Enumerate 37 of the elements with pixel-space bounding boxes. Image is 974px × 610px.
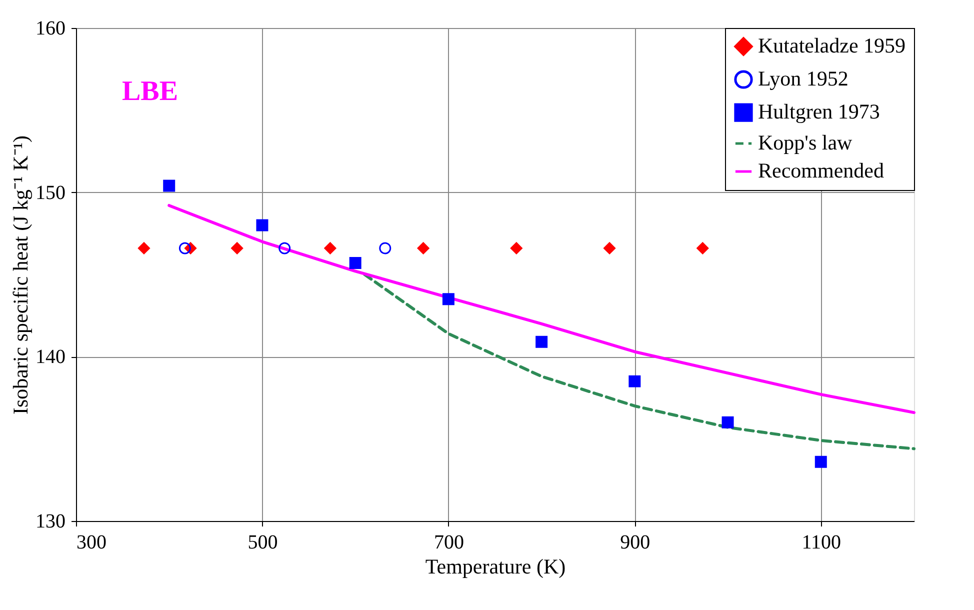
y-tick-label: 150 (36, 182, 66, 204)
legend-label: Recommended (758, 158, 884, 182)
point (163, 180, 176, 192)
point (722, 416, 734, 428)
point (604, 242, 616, 254)
x-axis-title: Temperature (K) (425, 554, 566, 578)
point (278, 242, 291, 254)
point (231, 242, 244, 254)
line-series (168, 204, 916, 414)
legend-label: Kopp's law (758, 130, 854, 154)
x-tick-label: 500 (248, 532, 278, 554)
line-series (363, 273, 916, 450)
x-tick-label: 1100 (802, 532, 842, 554)
point (628, 375, 641, 388)
y-tick-label: 160 (36, 18, 66, 40)
annotation: LBE (122, 76, 178, 107)
point (138, 242, 150, 254)
y-tick-label: 130 (36, 510, 66, 532)
y-axis-title: Isobaric specific heat (J kg⁻¹ K⁻¹) (8, 135, 32, 415)
point (536, 336, 548, 348)
point (442, 293, 454, 306)
x-tick-label: 700 (434, 532, 464, 554)
point (379, 242, 392, 254)
point (324, 242, 336, 254)
point (417, 242, 430, 254)
point (696, 242, 709, 254)
point (256, 219, 268, 232)
point (814, 456, 827, 468)
x-tick-label: 900 (620, 532, 650, 554)
legend-label: Lyon 1952 (758, 66, 848, 90)
legend-label: Kutateladze 1959 (758, 34, 906, 58)
y-tick-label: 140 (36, 346, 66, 368)
x-tick-label: 300 (76, 532, 106, 554)
legend-label: Hultgren 1973 (758, 100, 880, 124)
point (349, 257, 362, 269)
point (178, 242, 191, 254)
point (510, 242, 522, 254)
